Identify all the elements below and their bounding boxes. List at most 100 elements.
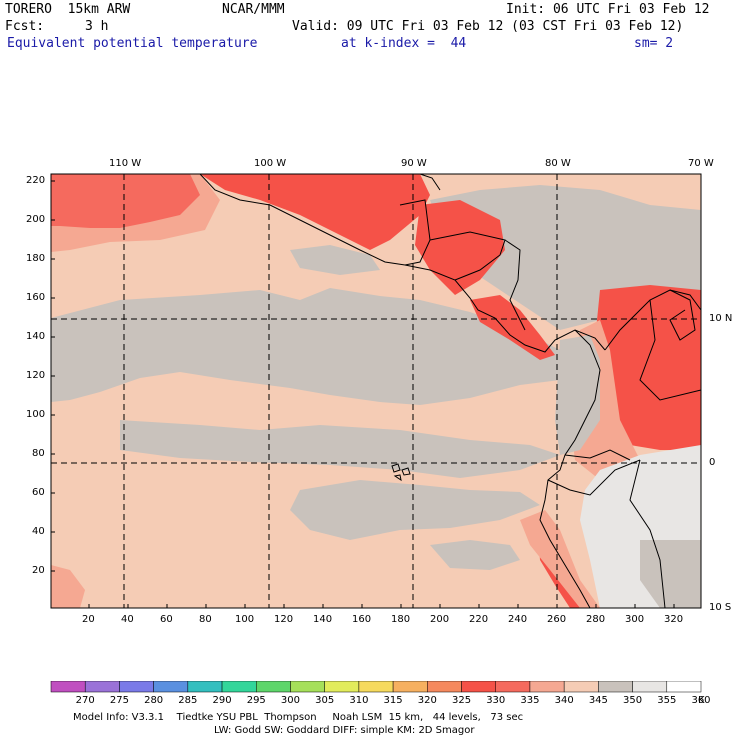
colorbar-label: 335 <box>520 695 540 706</box>
field-name: Equivalent potential temperature <box>7 36 258 51</box>
y-tick-120: 120 <box>26 370 46 381</box>
x-tick-300: 300 <box>625 614 645 625</box>
colorbar-label: 285 <box>178 695 198 706</box>
colorbar-label: 290 <box>212 695 232 706</box>
gray-band-mid <box>120 420 560 478</box>
colorbar-swatch <box>256 681 291 693</box>
colorbar-label: 295 <box>246 695 266 706</box>
colorbar-swatch <box>119 681 154 693</box>
lat-label-equator: 0 <box>709 457 716 468</box>
colorbar-label: 345 <box>588 695 608 706</box>
y-tick-100: 100 <box>26 409 46 420</box>
lon-label-90w: 90 W <box>401 158 427 169</box>
x-tick-240: 240 <box>508 614 528 625</box>
coastline-mexico <box>199 173 406 266</box>
coastline-caribbean <box>504 239 526 331</box>
tick-marks <box>51 180 675 608</box>
x-tick-260: 260 <box>547 614 567 625</box>
colorbar-swatch <box>358 681 394 693</box>
colorbar-swatch <box>324 681 360 693</box>
model-info: Model Info: V3.3.1 Tiedtke YSU PBL Thomp… <box>73 712 524 723</box>
colorbar-label: 350 <box>623 695 643 706</box>
coastline-pacific-sa <box>539 329 601 609</box>
model-title: TORERO 15km ARW <box>5 2 131 17</box>
border-colombia-ecuador <box>564 449 631 461</box>
lon-label-70w: 70 W <box>688 158 714 169</box>
forecast-hours: 3 h <box>85 19 109 34</box>
colorbar-swatch <box>598 681 633 693</box>
coastlines <box>199 173 702 609</box>
level-label: at k-index = 44 <box>341 36 467 51</box>
warm-zone-southwest <box>51 565 85 608</box>
colorbar-label: 270 <box>75 695 95 706</box>
x-tick-200: 200 <box>430 614 450 625</box>
x-tick-180: 180 <box>391 614 411 625</box>
y-tick-180: 180 <box>26 253 46 264</box>
colorbar-swatch <box>187 681 223 693</box>
lon-label-110w: 110 W <box>109 158 142 169</box>
colorbar-swatch <box>563 681 599 693</box>
colorbar-swatch <box>427 681 462 693</box>
x-tick-120: 120 <box>274 614 294 625</box>
colorbar-swatch <box>632 681 668 693</box>
gray-band-north <box>51 288 560 405</box>
colorbar-swatch <box>153 681 189 693</box>
warm-zone-peru-coast <box>520 510 600 608</box>
valid-time: Valid: 09 UTC Fri 03 Feb 12 (03 CST Fri … <box>292 19 684 34</box>
y-tick-80: 80 <box>32 448 45 459</box>
colorbar-swatch <box>495 681 531 693</box>
lat-lon-grid <box>51 174 701 608</box>
smoothing-label: sm= 2 <box>634 36 674 51</box>
colorbar-swatch <box>392 681 428 693</box>
colorbar-swatch <box>290 681 325 693</box>
model-physics: LW: Godd SW: Goddard DIFF: simple KM: 2D… <box>214 725 475 736</box>
galapagos-islands <box>391 463 411 482</box>
colorbar-label: 315 <box>383 695 403 706</box>
coastline-yucatan <box>419 173 441 191</box>
colorbar-swatch <box>529 681 565 693</box>
colorbar-label: 310 <box>349 695 369 706</box>
colorbar-label: 275 <box>109 695 129 706</box>
forecast-label: Fcst: <box>5 19 45 34</box>
hot-zone-central-america <box>415 200 505 295</box>
colorbar-swatch <box>84 681 120 693</box>
hot-zone-northwest <box>51 174 200 228</box>
y-tick-60: 60 <box>32 487 45 498</box>
colorbar-label: 355 <box>657 695 677 706</box>
border-peru-brazil <box>629 459 666 609</box>
x-tick-280: 280 <box>586 614 606 625</box>
colorbar-swatch <box>221 681 257 693</box>
colorbar-label: 305 <box>315 695 335 706</box>
x-tick-80: 80 <box>199 614 212 625</box>
colorbar-label: 340 <box>554 695 574 706</box>
border-ecuador-peru <box>547 459 641 496</box>
x-tick-160: 160 <box>352 614 372 625</box>
colorbar <box>50 681 702 693</box>
x-tick-100: 100 <box>235 614 255 625</box>
x-tick-40: 40 <box>121 614 134 625</box>
y-tick-40: 40 <box>32 526 45 537</box>
x-tick-20: 20 <box>82 614 95 625</box>
y-tick-20: 20 <box>32 565 45 576</box>
x-tick-60: 60 <box>160 614 173 625</box>
lon-label-80w: 80 W <box>545 158 571 169</box>
lat-label-10s: 10 S <box>709 602 732 613</box>
theta-e-field <box>51 174 701 608</box>
lon-label-100w: 100 W <box>254 158 287 169</box>
coastline-venezuela <box>669 289 696 341</box>
colorbar-label: 330 <box>486 695 506 706</box>
colorbar-swatch <box>666 681 702 693</box>
colorbar-unit: K <box>698 695 705 706</box>
gray-band-south <box>290 480 540 540</box>
center-label: NCAR/MMM <box>222 2 285 17</box>
lat-label-10n: 10 N <box>709 313 733 324</box>
x-tick-320: 320 <box>664 614 684 625</box>
y-tick-140: 140 <box>26 331 46 342</box>
land-gray-south-america <box>555 335 600 455</box>
y-tick-220: 220 <box>26 175 46 186</box>
hot-zone-colombia <box>595 285 701 450</box>
gray-southeast <box>640 540 701 608</box>
colorbar-label: 320 <box>417 695 437 706</box>
colorbar-label: 360 <box>691 695 711 706</box>
